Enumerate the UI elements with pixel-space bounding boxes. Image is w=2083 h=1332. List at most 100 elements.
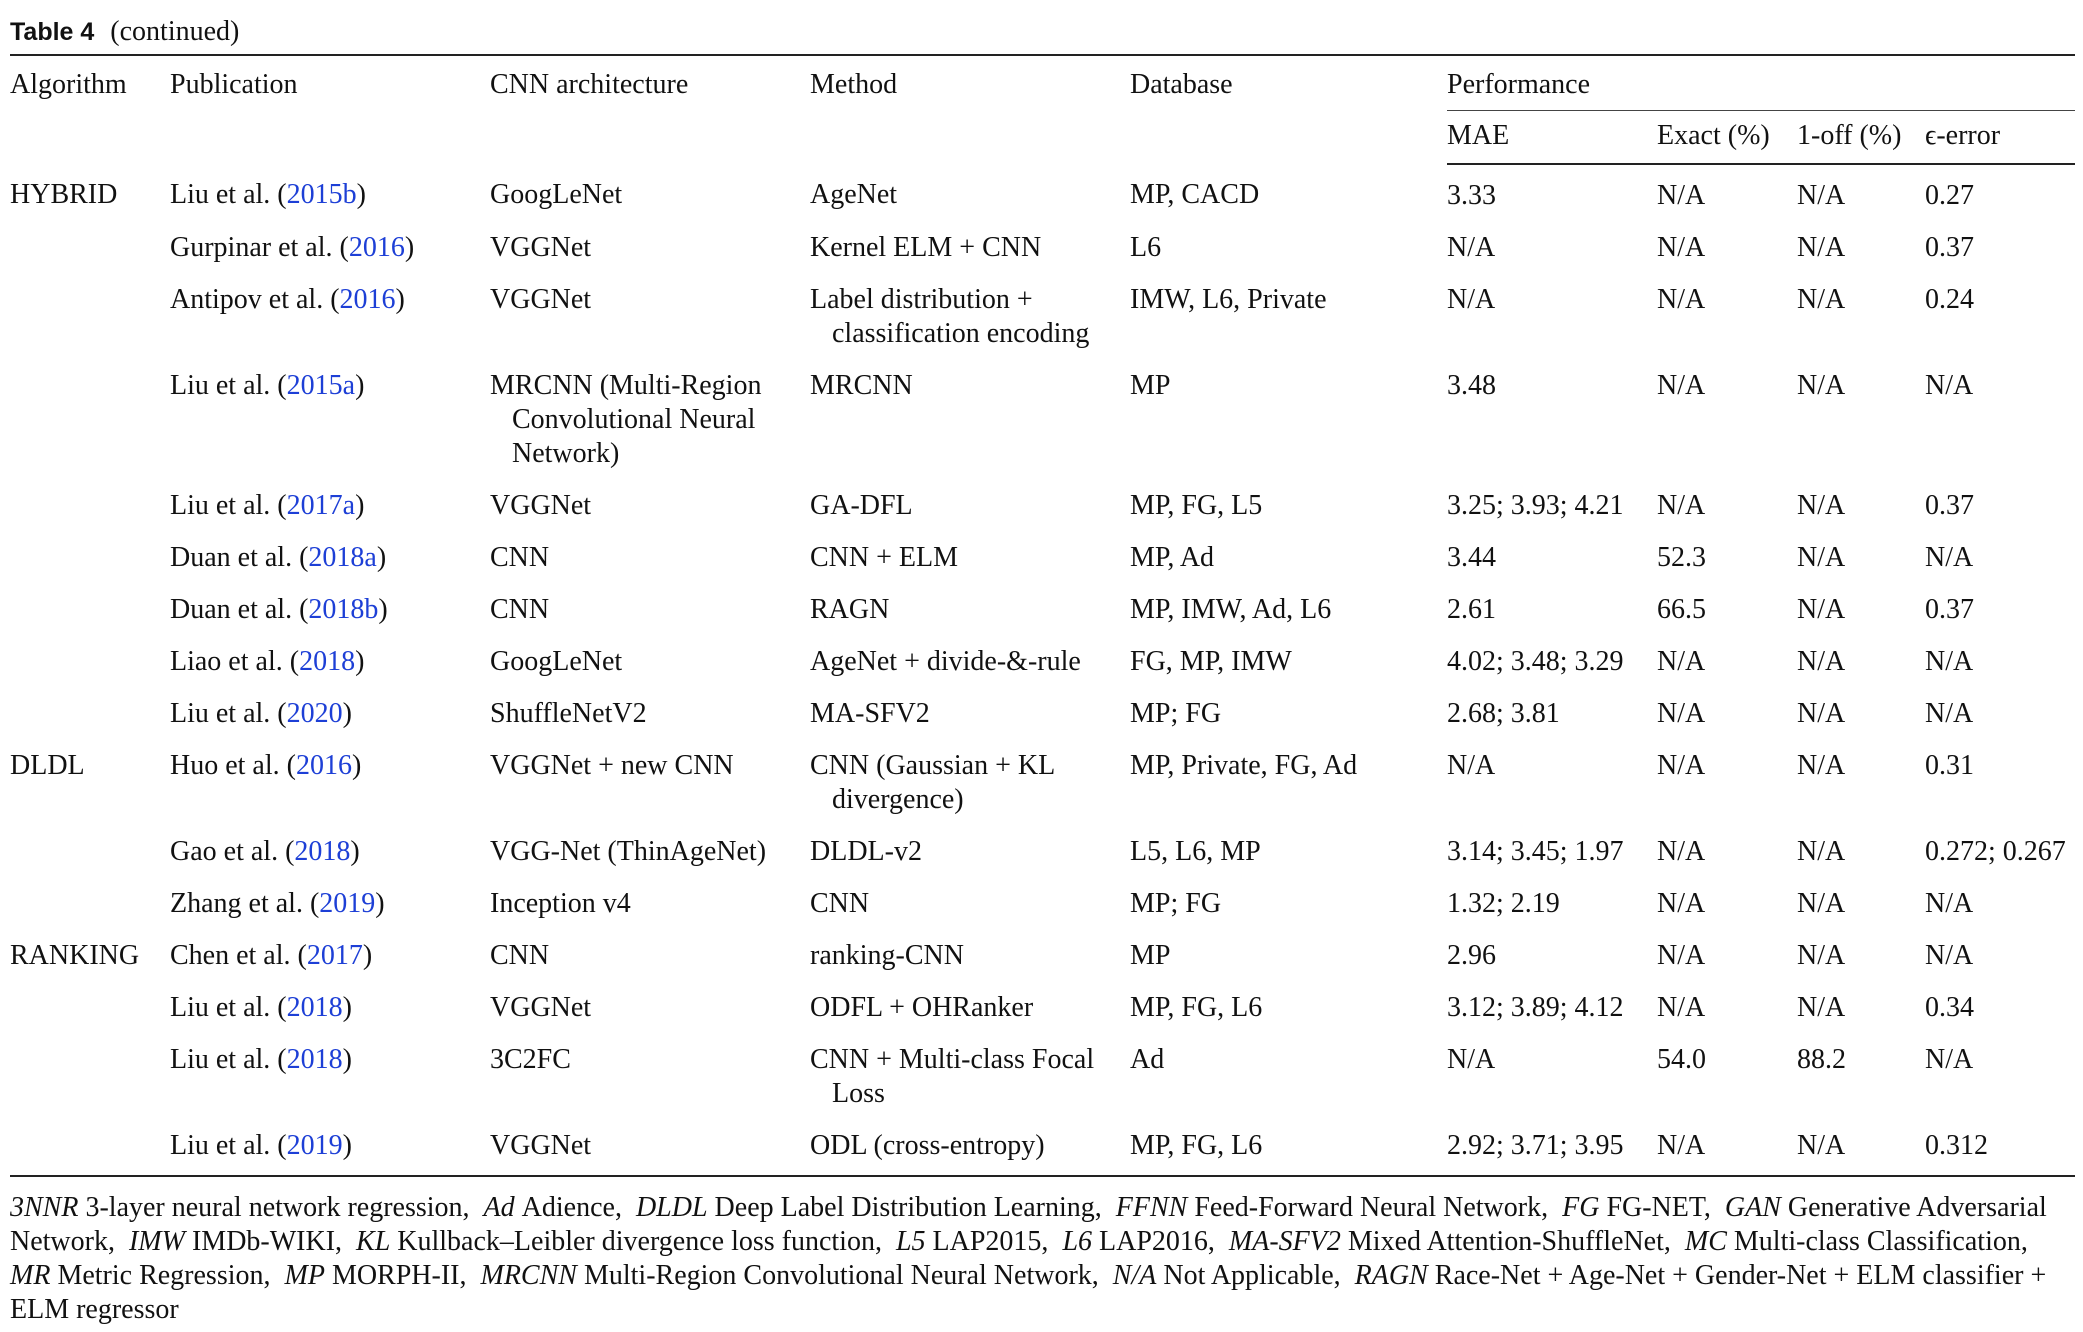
table-cell: N/A bbox=[1657, 940, 1706, 971]
footnote-abbr: MA-SFV2 bbox=[1228, 1226, 1341, 1257]
citation-text: Liu et al. ( bbox=[170, 1130, 287, 1161]
publication-cell: Chen et al. (2017) bbox=[170, 930, 490, 982]
table-cell: CNN bbox=[490, 594, 550, 625]
table-cell: N/A bbox=[1797, 594, 1846, 625]
footnote-abbr: MR bbox=[10, 1260, 51, 1291]
citation-text: Liu et al. ( bbox=[170, 992, 287, 1023]
footnote-text: Not Applicable, bbox=[1163, 1260, 1341, 1291]
citation-text: ) bbox=[395, 284, 405, 315]
publication-cell: Huo et al. (2016) bbox=[170, 740, 490, 826]
column-header: Database bbox=[1130, 54, 1447, 164]
footnote-text: IMDb-WIKI, bbox=[191, 1226, 343, 1257]
citation-text: ) bbox=[378, 594, 388, 625]
citation-text: ) bbox=[355, 490, 365, 521]
table-cell: N/A bbox=[1925, 370, 1974, 401]
table-cell: 3.25; 3.93; 4.21 bbox=[1447, 490, 1624, 521]
footnote-text: Deep Label Distribution Learning, bbox=[714, 1192, 1102, 1223]
column-header: CNN architecture bbox=[490, 54, 810, 164]
footnote-text: Feed-Forward Neural Network, bbox=[1194, 1192, 1549, 1223]
publication-cell: Liu et al. (2017a) bbox=[170, 480, 490, 532]
citation-text: ) bbox=[342, 1044, 352, 1075]
table-cell: N/A bbox=[1797, 992, 1846, 1023]
table-cell: ODL (cross-entropy) bbox=[810, 1120, 1130, 1177]
citation-year[interactable]: 2019 bbox=[286, 1130, 343, 1161]
citation-year[interactable]: 2015a bbox=[286, 370, 356, 401]
footnote-text: Multi-Region Convolutional Neural Networ… bbox=[583, 1260, 1099, 1291]
table-cell: 1.32; 2.19 bbox=[1447, 888, 1560, 919]
table-cell: N/A bbox=[1797, 836, 1846, 867]
citation-text: ) bbox=[356, 179, 366, 210]
table-cell bbox=[10, 222, 170, 274]
table-cell: MP bbox=[1130, 940, 1171, 971]
citation-text: Liu et al. ( bbox=[170, 370, 287, 401]
table-cell: IMW, L6, Private bbox=[1130, 284, 1327, 315]
table-cell: CNN bbox=[490, 542, 550, 573]
citation-text: Huo et al. ( bbox=[170, 750, 296, 781]
citation-year[interactable]: 2015b bbox=[286, 179, 357, 210]
citation-year[interactable]: 2016 bbox=[295, 750, 352, 781]
table-cell bbox=[10, 688, 170, 740]
table-cell: GA-DFL bbox=[810, 490, 913, 521]
footnote-abbr: MC bbox=[1684, 1226, 1727, 1257]
table-row: Liu et al. (2020) ShuffleNetV2 MA-SFV2 MP; … bbox=[10, 688, 2075, 740]
citation-text: ) bbox=[375, 888, 385, 919]
table-cell: 88.2 bbox=[1797, 1044, 1846, 1075]
table-cell: N/A bbox=[1657, 836, 1706, 867]
table-cell: 0.31 bbox=[1925, 750, 1974, 781]
citation-year[interactable]: 2018 bbox=[286, 1044, 343, 1075]
table-cell bbox=[10, 532, 170, 584]
citation-year[interactable]: 2018b bbox=[308, 594, 379, 625]
table-cell: 2.96 bbox=[1447, 940, 1496, 971]
citation-text: Liu et al. ( bbox=[170, 179, 287, 210]
footnote-abbr: L5 bbox=[895, 1226, 926, 1257]
citation-year[interactable]: 2018 bbox=[286, 992, 343, 1023]
table-cell: N/A bbox=[1447, 750, 1496, 781]
table-cell: MP, Private, FG, Ad bbox=[1130, 750, 1358, 781]
citation-text: ) bbox=[342, 992, 352, 1023]
citation-year[interactable]: 2019 bbox=[319, 888, 376, 919]
table-cell: N/A bbox=[1797, 940, 1846, 971]
table-cell: 66.5 bbox=[1657, 594, 1706, 625]
table-cell: CNN bbox=[490, 940, 550, 971]
citation-text: ) bbox=[355, 370, 365, 401]
table-cell: AgeNet bbox=[810, 179, 898, 210]
table-cell: VGG-Net (ThinAgeNet) bbox=[490, 836, 767, 867]
table-row: Liao et al. (2018) GoogLeNet AgeNet + divi… bbox=[10, 636, 2075, 688]
table-cell: 2.68; 3.81 bbox=[1447, 698, 1560, 729]
table-cell: N/A bbox=[1797, 180, 1846, 211]
table-cell: VGGNet + new CNN bbox=[490, 750, 734, 781]
table-cell: N/A bbox=[1797, 542, 1846, 573]
publication-cell: Gurpinar et al. (2016) bbox=[170, 222, 490, 274]
table-cell: N/A bbox=[1797, 750, 1846, 781]
citation-year[interactable]: 2018 bbox=[294, 836, 351, 867]
table-cell: MP, FG, L5 bbox=[1130, 490, 1263, 521]
table-cell: L5, L6, MP bbox=[1130, 836, 1261, 867]
citation-year[interactable]: 2018 bbox=[299, 646, 356, 677]
table-cell bbox=[10, 360, 170, 480]
citation-year[interactable]: 2018a bbox=[308, 542, 377, 573]
footnote-abbr: GAN bbox=[1724, 1192, 1781, 1223]
table-row: Liu et al. (2018) VGGNet ODFL + OHRanker MP… bbox=[10, 982, 2075, 1034]
table-row: DLDL Huo et al. (2016) VGGNet + new CNN CNN… bbox=[10, 740, 2075, 826]
table-cell: 0.37 bbox=[1925, 490, 1974, 521]
table-cell: N/A bbox=[1657, 1120, 1797, 1177]
citation-year[interactable]: 2016 bbox=[348, 232, 405, 263]
citation-year[interactable]: 2020 bbox=[286, 698, 343, 729]
citation-year[interactable]: 2017a bbox=[286, 490, 356, 521]
publication-cell: Liao et al. (2018) bbox=[170, 636, 490, 688]
table-cell bbox=[10, 1120, 170, 1177]
citation-year[interactable]: 2016 bbox=[339, 284, 396, 315]
footnote-abbr: FG bbox=[1562, 1192, 1600, 1223]
publication-cell: Liu et al. (2015b) bbox=[170, 164, 490, 222]
footnote-abbr: 3NNR bbox=[10, 1192, 79, 1223]
citation-text: ) bbox=[404, 232, 415, 263]
table-cell: VGGNet bbox=[490, 1120, 810, 1177]
table-cell: 3.12; 3.89; 4.12 bbox=[1447, 992, 1624, 1023]
citation-text: Duan et al. ( bbox=[170, 542, 309, 573]
column-header: Method bbox=[810, 54, 1130, 164]
citation-year[interactable]: 2017 bbox=[306, 940, 363, 971]
table-cell: N/A bbox=[1447, 232, 1496, 263]
table-cell: 0.34 bbox=[1925, 992, 1974, 1023]
footnote-text: Race-Net + Age-Net + Gender-Net + ELM cl… bbox=[10, 1260, 2047, 1325]
table-cell: CNN + Multi-class Focal Loss bbox=[810, 1044, 1095, 1109]
